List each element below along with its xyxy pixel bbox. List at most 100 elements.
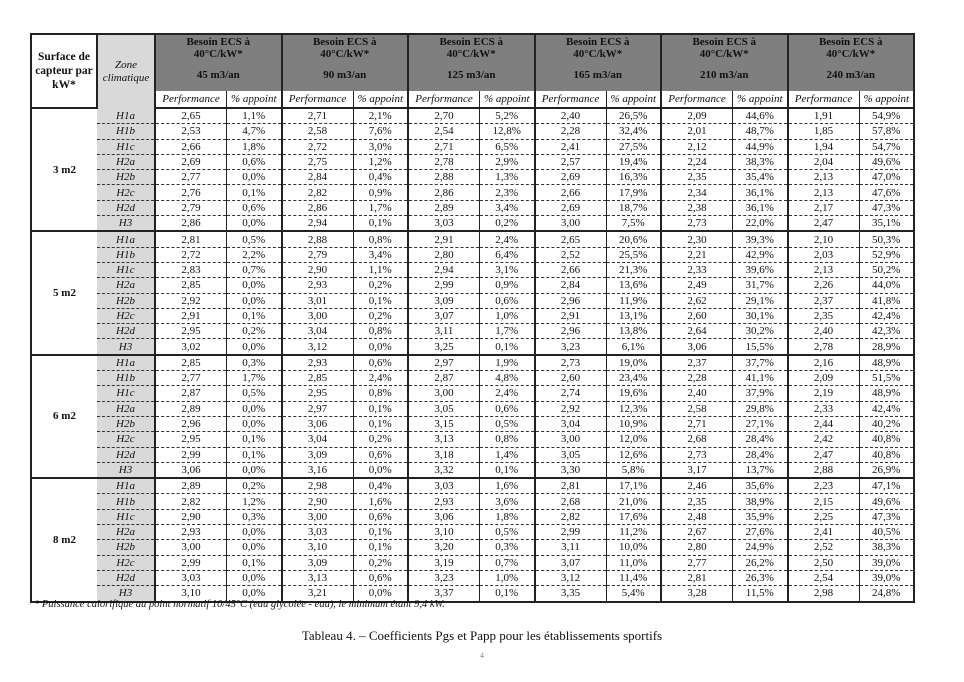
performance-cell: 2,37 — [660, 354, 733, 372]
performance-cell: 2,52 — [533, 247, 606, 263]
performance-cell: 2,52 — [786, 539, 859, 556]
performance-cell: 2,54 — [786, 570, 859, 587]
appoint-cell: 0,1% — [479, 462, 535, 480]
zone-cell: H2c — [97, 184, 156, 201]
performance-cell: 2,09 — [660, 108, 733, 125]
table-row: H2c 2,95 0,1% 3,04 0,2% 3,13 0,8% 3,00 12,0% 2,68… — [31, 431, 915, 448]
performance-cell: 2,03 — [786, 247, 859, 263]
table-row: H2d 2,99 0,1% 3,09 0,6% 3,18 1,4% 3,05 12,6% 2,73… — [31, 447, 915, 463]
performance-cell: 3,06 — [154, 462, 227, 480]
appoint-cell: 47,3% — [858, 509, 915, 526]
table-row: H1b 2,72 2,2% 2,79 3,4% 2,80 6,4% 2,52 25,5% 2,21… — [31, 247, 915, 263]
appoint-cell: 26,9% — [858, 462, 915, 480]
appoint-cell: 1,8% — [226, 139, 282, 155]
performance-cell: 2,23 — [786, 478, 859, 495]
group-title: Besoin ECS à 40°C/kW* — [692, 36, 757, 60]
appoint-cell: 0,3% — [226, 354, 282, 372]
performance-cell: 3,23 — [533, 338, 606, 356]
page-number: 4 — [480, 651, 484, 660]
appoint-cell: 1,3% — [479, 169, 535, 186]
performance-cell: 2,99 — [154, 555, 227, 571]
appoint-cell: 36,1% — [732, 200, 788, 217]
performance-cell: 2,13 — [786, 262, 859, 279]
performance-cell: 2,21 — [660, 247, 733, 263]
performance-cell: 3,10 — [407, 524, 480, 541]
performance-cell: 2,13 — [786, 184, 859, 201]
performance-cell: 2,99 — [533, 524, 606, 541]
appoint-cell: 0,4% — [352, 169, 408, 186]
table-row: H2c 2,76 0,1% 2,82 0,9% 2,86 2,3% 2,66 17,9% 2,34… — [31, 184, 915, 201]
table-row: H2a 2,89 0,0% 2,97 0,1% 3,05 0,6% 2,92 12,3% 2,58… — [31, 401, 915, 417]
table-row: H3 3,02 0,0% 3,12 0,0% 3,25 0,1% 3,23 6,1% 3,06 15… — [31, 338, 915, 356]
performance-cell: 2,34 — [660, 184, 733, 201]
appoint-cell: 51,5% — [858, 370, 915, 387]
subheader-appoint: % appoint — [479, 91, 535, 109]
zone-header: Zone climatique — [97, 33, 156, 108]
appoint-cell: 1,1% — [352, 262, 408, 279]
performance-cell: 3,13 — [407, 431, 480, 448]
appoint-cell: 40,2% — [858, 416, 915, 433]
table-row: 5 m2 H1a 2,81 0,5% 2,88 0,8% 2,91 2,4% 2,65 20,6%… — [30, 231, 915, 356]
group-volume: 125 m3/an — [446, 69, 496, 81]
zone-cell: H1a — [97, 354, 156, 372]
performance-cell: 2,65 — [154, 108, 227, 125]
performance-cell: 2,82 — [533, 509, 606, 526]
surface-cell: 5 m2 — [30, 231, 97, 356]
performance-cell: 2,81 — [154, 231, 227, 248]
performance-cell: 2,88 — [786, 462, 859, 480]
table-row: H2d 2,79 0,6% 2,86 1,7% 2,89 3,4% 2,69 18,7% 2,38… — [31, 200, 915, 217]
appoint-cell: 1,6% — [479, 478, 535, 495]
zone-cell: H2a — [97, 154, 156, 171]
appoint-cell: 1,0% — [479, 570, 535, 587]
performance-cell: 3,15 — [407, 416, 480, 433]
performance-cell: 3,06 — [407, 509, 480, 526]
table-row: 6 m2 H1a 2,85 0,3% 2,93 0,6% 2,97 1,9% 2,73 19,0%… — [30, 354, 915, 480]
appoint-cell: 0,4% — [352, 478, 408, 495]
performance-cell: 2,85 — [154, 354, 227, 372]
appoint-cell: 0,1% — [479, 585, 535, 603]
appoint-cell: 2,2% — [226, 247, 282, 263]
performance-cell: 2,99 — [407, 277, 480, 294]
appoint-cell: 12,0% — [605, 431, 661, 448]
performance-cell: 2,82 — [280, 184, 353, 201]
performance-cell: 2,13 — [786, 169, 859, 186]
performance-cell: 2,78 — [786, 338, 859, 356]
performance-cell: 2,94 — [407, 262, 480, 279]
appoint-cell: 0,0% — [226, 585, 282, 603]
performance-cell: 2,35 — [660, 493, 733, 510]
appoint-cell: 10,0% — [605, 539, 661, 556]
zone-cell: H2d — [97, 447, 156, 463]
performance-cell: 3,35 — [533, 585, 606, 603]
group-volume: 90 m3/an — [323, 69, 367, 81]
zone-cell: H2a — [97, 277, 156, 294]
appoint-cell: 0,2% — [352, 277, 408, 294]
zone-cell: H2c — [97, 431, 156, 448]
performance-cell: 2,66 — [533, 262, 606, 279]
zone-cell: H1b — [97, 370, 156, 387]
performance-cell: 2,58 — [660, 401, 733, 417]
table-row: H2c 2,99 0,1% 3,09 0,2% 3,19 0,7% 3,07 11,0% 2,77… — [31, 555, 915, 571]
performance-cell: 2,77 — [660, 555, 733, 571]
subheader-performance: Performance — [154, 91, 227, 109]
zone-cell: H2b — [97, 169, 156, 186]
zone-cell: H2d — [97, 570, 156, 587]
appoint-cell: 50,2% — [858, 262, 915, 279]
performance-cell: 2,82 — [154, 493, 227, 510]
performance-cell: 3,23 — [407, 570, 480, 587]
appoint-cell: 5,2% — [479, 108, 535, 125]
appoint-cell: 21,0% — [605, 493, 661, 510]
subheader-appoint: % appoint — [732, 91, 788, 109]
performance-cell: 2,33 — [660, 262, 733, 279]
performance-cell: 2,86 — [154, 215, 227, 233]
table-row: 8 m2 H1a 2,89 0,2% 2,98 0,4% 3,03 1,6% 2,81 17,1%… — [30, 478, 915, 603]
table-row: H3 3,06 0,0% 3,16 0,0% 3,32 0,1% 3,30 5,8% 3,17 13… — [31, 462, 915, 480]
zone-cell: H1c — [97, 385, 156, 402]
appoint-cell: 1,7% — [226, 370, 282, 387]
appoint-cell: 0,1% — [226, 447, 282, 463]
appoint-cell: 37,7% — [732, 354, 788, 372]
performance-cell: 2,77 — [154, 169, 227, 186]
performance-cell: 2,47 — [786, 215, 859, 233]
footnote: * Puissance calorifique au point normati… — [34, 599, 445, 610]
subheader-performance: Performance — [407, 91, 480, 109]
performance-cell: 2,16 — [786, 354, 859, 372]
